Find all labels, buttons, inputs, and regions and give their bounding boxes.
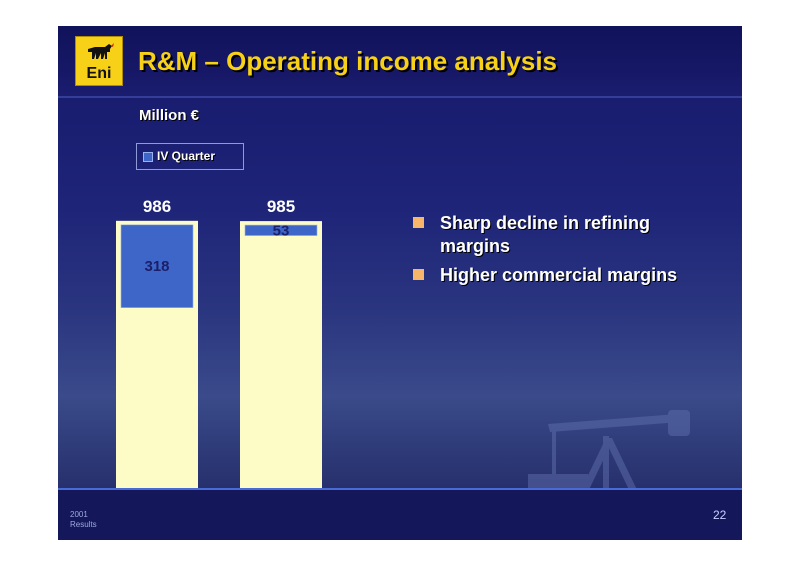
bullet-item: Higher commercial margins: [413, 264, 713, 287]
footer-caption: 2001 Results: [70, 510, 110, 530]
footer-divider: [58, 488, 742, 491]
bullet-marker-icon: [413, 217, 424, 228]
bullet-item: Sharp decline in refining margins: [413, 212, 713, 258]
bar-total: [240, 221, 322, 490]
logo-text: Eni: [86, 65, 112, 82]
bar-iv-quarter-label: 318: [144, 258, 169, 275]
footer-line-1: 2001: [70, 510, 88, 519]
bar-total-label: 986: [143, 197, 171, 216]
legend-swatch: [143, 152, 153, 162]
footer-line-2: Results: [70, 520, 97, 529]
eni-logo: Eni: [75, 36, 123, 86]
bullet-marker-icon: [413, 269, 424, 280]
page-title: R&M – Operating income analysis: [138, 46, 558, 76]
six-legged-dog-icon: [88, 43, 114, 59]
bar-total-label: 985: [267, 197, 295, 216]
header-band: [58, 26, 742, 96]
bar-iv-quarter-label: 53: [273, 222, 290, 239]
header-divider: [58, 96, 742, 98]
bullet-text: Sharp decline in refining margins: [440, 213, 651, 256]
footer-band: [58, 490, 742, 540]
bar-iv-quarter: [244, 224, 318, 236]
page-number: 22: [713, 508, 727, 522]
slide: Eni R&M – Operating income analysis Mill…: [58, 26, 742, 540]
bullet-text: Higher commercial margins: [440, 265, 678, 285]
legend-label: IV Quarter: [157, 149, 216, 163]
y-axis-unit-label: Million €: [139, 107, 199, 124]
chart-legend: IV Quarter: [136, 143, 244, 170]
bullet-list: Sharp decline in refining margins Higher…: [413, 212, 713, 293]
bar-iv-quarter: [120, 224, 194, 308]
